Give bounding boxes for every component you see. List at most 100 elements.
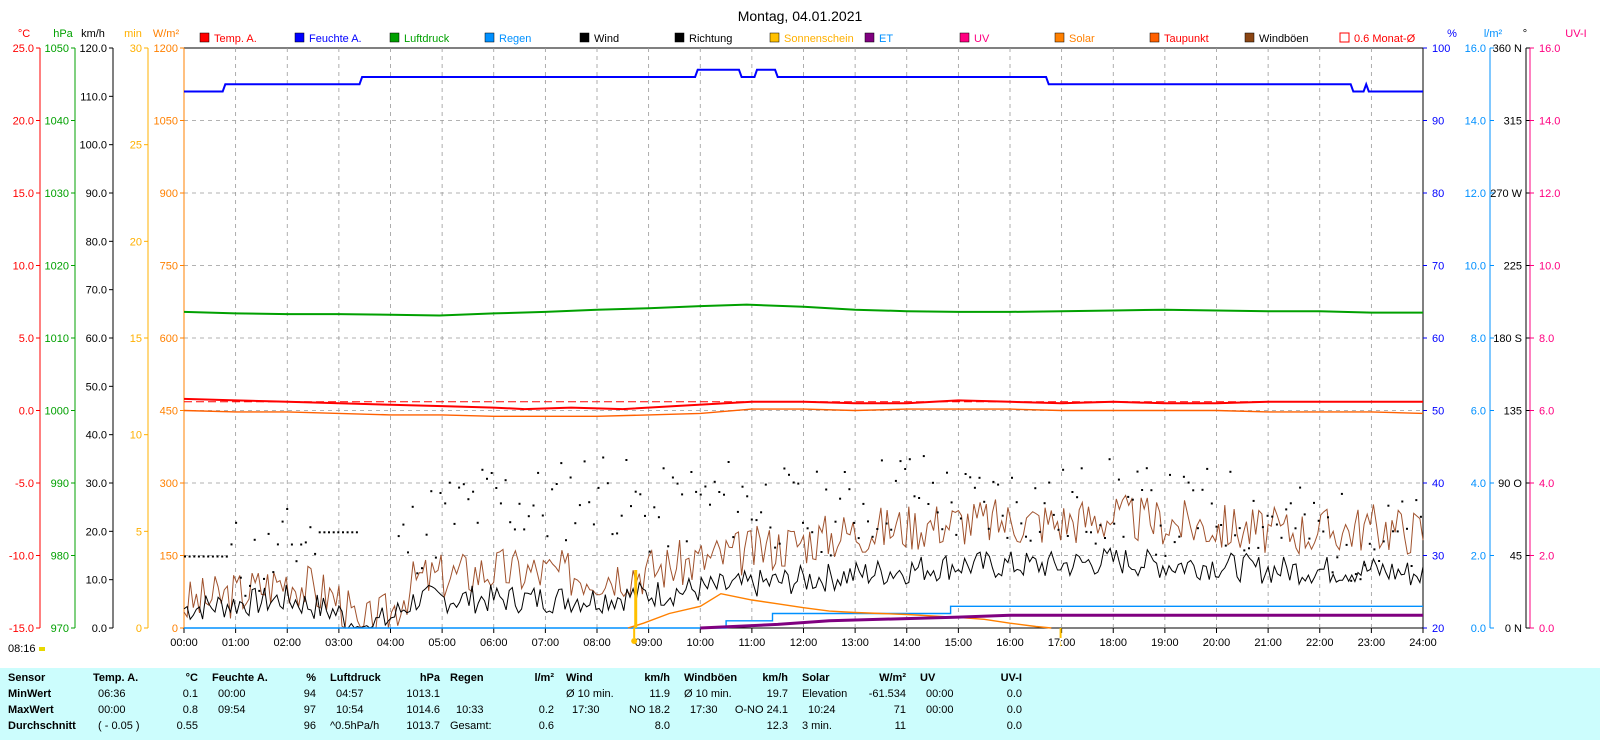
direction-dot <box>918 497 921 499</box>
stats-humidity-min: 94 <box>303 688 316 700</box>
x-tick-label: 06:00 <box>480 637 508 649</box>
direction-dot <box>1257 546 1260 549</box>
direction-dot <box>1052 513 1055 516</box>
direction-dot <box>504 479 507 482</box>
direction-dot <box>1080 467 1083 470</box>
pressure-tick-label: 1050 <box>45 43 69 55</box>
direction-dot <box>611 533 614 536</box>
direction-dot <box>211 555 214 558</box>
axis-headers: °C hPa km/h min W/m²% l/m² ° UV-I <box>18 28 1587 40</box>
direction-dot <box>797 482 800 485</box>
legend-label: UV <box>974 33 990 45</box>
direction-dot <box>1345 543 1348 546</box>
direction-dot <box>783 467 786 470</box>
direction-dot <box>351 531 354 534</box>
direction-dot <box>318 531 321 534</box>
direction-dot <box>681 493 684 496</box>
humidity-unit-label: % <box>1447 28 1457 40</box>
direction-dot <box>709 503 711 506</box>
stats-pressure-min-time: 04:57 <box>336 688 364 700</box>
direction-dot <box>444 502 447 505</box>
legend: Temp. A. Feuchte A. Luftdruck Regen Wind Rich… <box>199 32 1416 45</box>
direction-dot <box>1071 491 1074 493</box>
sunshine-tick-label: 30 <box>130 43 142 55</box>
direction-dot <box>239 576 242 579</box>
direction-dot <box>1020 522 1023 525</box>
direction-dot <box>969 476 972 479</box>
stats-uv-max: 0.0 <box>1006 704 1022 716</box>
direction-dot <box>829 554 832 557</box>
direction-dot <box>741 485 744 488</box>
direction-dot <box>1108 458 1111 461</box>
legend-swatch <box>769 32 780 43</box>
direction-dot <box>244 594 247 597</box>
direction-dot <box>760 511 763 514</box>
solar-tick-label: 900 <box>160 188 178 200</box>
stats-rain-title: Regen <box>450 672 484 684</box>
rain-tick-label: 0.0 <box>1471 623 1486 635</box>
direction-dot <box>1387 504 1390 507</box>
legend-swatch <box>674 32 685 43</box>
sunshine-unit-label: min <box>124 28 142 40</box>
direction-dot <box>523 528 526 531</box>
direction-dot <box>592 523 595 526</box>
direction-dot <box>467 498 470 501</box>
direction-dot <box>1062 468 1065 471</box>
direction-dot <box>583 460 586 463</box>
plot-area: ↓ <box>183 68 1424 648</box>
direction-dot <box>290 543 293 546</box>
direction-dot <box>527 515 530 518</box>
sunrise-icon <box>631 638 638 644</box>
stats-pressure-max-time: 10:54 <box>336 704 364 716</box>
legend-swatch <box>199 32 210 43</box>
x-tick-label: 17:00 <box>1048 637 1076 649</box>
stats-wind-max: NO 18.2 <box>629 704 670 716</box>
direction-dot <box>1057 528 1060 531</box>
stats-pressure-title: Luftdruck <box>330 672 381 684</box>
direction-dot <box>992 480 995 483</box>
wind-tick-label: 60.0 <box>86 333 107 345</box>
direction-dot <box>513 528 516 531</box>
direction-dot <box>1410 565 1413 567</box>
stats-solar-min-label: Elevation <box>802 688 848 700</box>
legend-swatch <box>294 32 305 43</box>
feuchte-a-series <box>184 68 1423 93</box>
direction-dot <box>676 482 679 485</box>
direction-dot <box>1015 501 1018 504</box>
stats-wind-avg: 8.0 <box>654 720 670 732</box>
direction-dot <box>1317 519 1320 522</box>
legend-swatch <box>1339 32 1350 43</box>
wind-tick-label: 20.0 <box>86 526 107 538</box>
uv-tick-label: 2.0 <box>1539 551 1554 563</box>
stats-rain-unit: l/m² <box>534 672 554 684</box>
direction-dot <box>1006 536 1009 539</box>
direction-dot <box>1336 556 1339 559</box>
legend-label: Sonnenschein <box>784 33 854 45</box>
direction-dot <box>1038 530 1041 533</box>
direction-dot <box>904 468 907 470</box>
x-tick-label: 07:00 <box>532 637 560 649</box>
direction-dot <box>253 538 256 541</box>
direction-dot <box>713 480 716 483</box>
direction-dot <box>416 572 419 575</box>
rain-tick-label: 2.0 <box>1471 551 1486 563</box>
solar-tick-label: 1050 <box>154 116 178 128</box>
stats-pressure-unit: hPa <box>419 672 440 684</box>
direction-dot <box>1238 527 1241 530</box>
rain-tick-label: 4.0 <box>1471 478 1486 490</box>
direction-dot <box>346 531 349 534</box>
direction-dot <box>537 471 540 474</box>
direction-dot <box>1378 560 1381 562</box>
wind-tick-label: 30.0 <box>86 478 107 490</box>
direction-dot <box>843 471 846 473</box>
direction-dot <box>983 500 986 503</box>
direction-dot <box>518 502 521 505</box>
direction-dot <box>857 537 860 540</box>
direction-dot <box>718 491 721 493</box>
direction-dot <box>202 555 205 558</box>
direction-dot <box>667 545 670 548</box>
stats-pressure-avg-note: ^0.5hPa/h <box>330 720 380 732</box>
stats-solar-max: 71 <box>893 704 906 716</box>
pressure-unit-label: hPa <box>53 28 73 40</box>
direction-tick-label: 90 O <box>1498 478 1522 490</box>
